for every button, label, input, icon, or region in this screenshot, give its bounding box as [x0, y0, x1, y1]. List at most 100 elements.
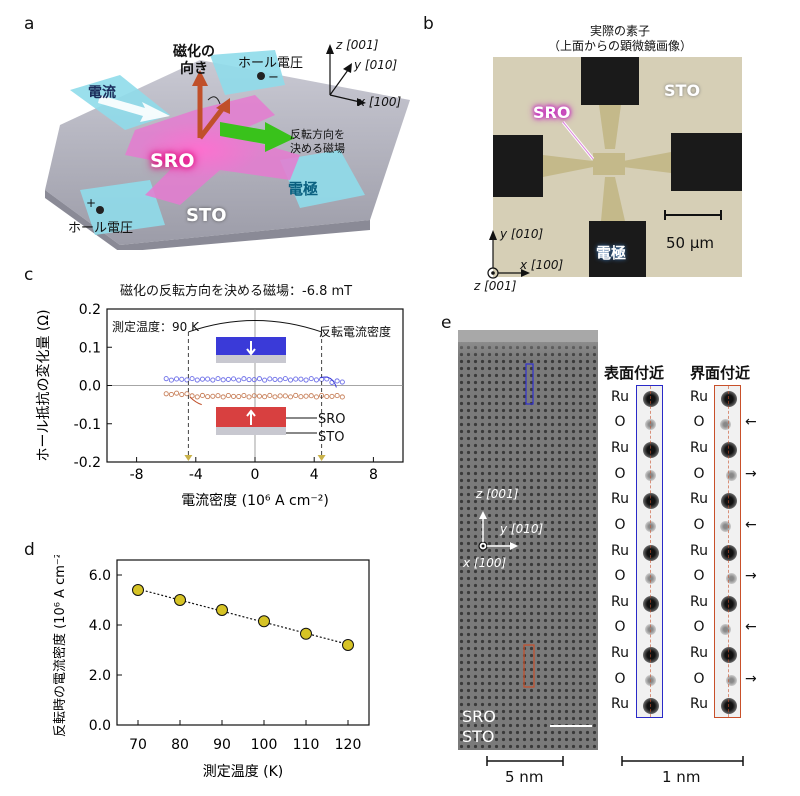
chart-c-point [272, 376, 278, 382]
chart-d-xlabel: 測定温度 (K) [203, 764, 284, 780]
chart-d-xtick-label: 110 [293, 737, 320, 753]
o-atom [726, 675, 737, 687]
chart-c-switch-marker [184, 455, 193, 461]
chart-d-point [342, 639, 354, 651]
chart-c-point [230, 393, 237, 399]
chart-c: -8 -4 0 4 8 0.2 0.1 0.0 -0.1 -0.2 電流密度 (10⁶ A cm⁻²… [35, 302, 404, 509]
inset-up-sto [216, 355, 286, 363]
chart-c-temperature: 測定温度：90 K [112, 320, 199, 334]
electrode-bottom [80, 180, 165, 235]
chart-c-point [215, 376, 221, 382]
chart-c-xtick-label: -4 [189, 467, 203, 483]
chart-c-point [334, 378, 340, 384]
inset-up-arrow [246, 409, 256, 425]
axis-x-b: x [100] [520, 258, 564, 272]
chart-c-point [293, 376, 299, 382]
plus-sign: + [86, 196, 97, 210]
panel-label-e: e [441, 313, 452, 333]
chart-c-point [262, 377, 268, 383]
electrode-right [280, 150, 365, 208]
chart-c-point [256, 376, 262, 382]
chart-c-point [298, 376, 304, 382]
chart-c-point [225, 393, 231, 399]
center-guide-line [650, 386, 651, 717]
chart-c-point [308, 393, 314, 399]
chart-d-ytick-label: 6.0 [89, 568, 111, 584]
chart-c-point [199, 392, 206, 399]
atom-label: O [614, 465, 626, 482]
interface-box [523, 644, 535, 688]
pad-bottom [589, 221, 646, 277]
pad-left [493, 135, 543, 197]
moment-arrow-tilt [198, 106, 225, 140]
chart-c-point [184, 391, 190, 397]
axis-z-b: z [001] [474, 279, 517, 293]
sro-label-a: SRO [150, 150, 195, 172]
chart-c-point [303, 377, 309, 383]
field-label-line2: 決める磁場 [290, 142, 345, 155]
chart-c-point [267, 392, 273, 399]
hall-voltage-top-label: ホール電圧 [238, 56, 304, 71]
chart-c-point [308, 376, 314, 382]
chart-c-point [324, 393, 330, 400]
atom-label: O [614, 414, 626, 431]
stem-sro-label: SRO [462, 707, 496, 726]
scale-1nm-label: 1 nm [662, 768, 701, 786]
atom-label: O [693, 414, 705, 431]
atom-label: Ru [611, 388, 629, 405]
chart-d-point [258, 615, 270, 628]
pad-right [671, 133, 742, 191]
chart-d-ytick-label: 0.0 [89, 718, 111, 734]
chart-d-xtick-label: 80 [171, 737, 189, 753]
sro-label-b: SRO [533, 103, 571, 122]
chart-c-point [246, 394, 252, 400]
chart-d-xtick-label: 120 [335, 737, 362, 753]
chart-c-xtick-label: 0 [251, 467, 260, 483]
atom-label: O [693, 568, 705, 585]
chart-c-point [194, 394, 200, 400]
atom-label: Ru [611, 593, 629, 610]
o-atom [720, 623, 731, 635]
chart-c-point [272, 394, 278, 400]
current-arrow [98, 95, 170, 122]
chart-c-point [189, 393, 195, 399]
axes-b [487, 230, 530, 279]
atom-label: O [693, 516, 705, 533]
chart-d-xtick-label: 100 [251, 737, 278, 753]
hall-contact-top [257, 72, 265, 80]
scale-5nm-label: 5 nm [505, 768, 544, 786]
scale-label-b: 50 μm [666, 234, 715, 252]
atom-label: O [693, 670, 705, 687]
chart-c-point [179, 391, 185, 398]
chart-c-point [282, 376, 288, 382]
panel-label-a: a [24, 14, 35, 34]
chart-c-point [282, 393, 288, 399]
axis-z-e: z [001] [476, 487, 519, 501]
chart-d-xtick-label: 90 [213, 737, 231, 753]
atom-label: O [614, 516, 626, 533]
o-atom [726, 470, 737, 482]
surface-box [525, 363, 534, 405]
sto-label-b: STO [664, 81, 701, 100]
chart-d-point [132, 584, 144, 596]
chart-c-ytick-label: 0.1 [79, 340, 101, 356]
electrode-label-a: 電極 [288, 180, 319, 198]
chart-c-ytick-label: 0.2 [79, 302, 101, 318]
chart-c-point [174, 390, 180, 396]
chart-c-point [210, 377, 216, 383]
inset-down-arrow [246, 341, 256, 356]
interface-arrows: ← → ← → ← → [745, 385, 765, 718]
chart-c-point [251, 377, 257, 383]
chart-d-point [300, 627, 312, 640]
chart-c-point [267, 376, 273, 382]
magnetization-line1: 磁化の [173, 44, 215, 60]
atom-label: O [614, 670, 626, 687]
chart-c-point [163, 391, 169, 397]
chart-c-point [163, 376, 169, 382]
chart-c-point [215, 393, 221, 399]
minus-sign: − [268, 70, 279, 85]
chart-d-fit-line [137, 588, 349, 645]
axis-y-e: y [010] [500, 522, 544, 536]
chart-c-switch-label: 反転電流密度 [319, 325, 392, 339]
